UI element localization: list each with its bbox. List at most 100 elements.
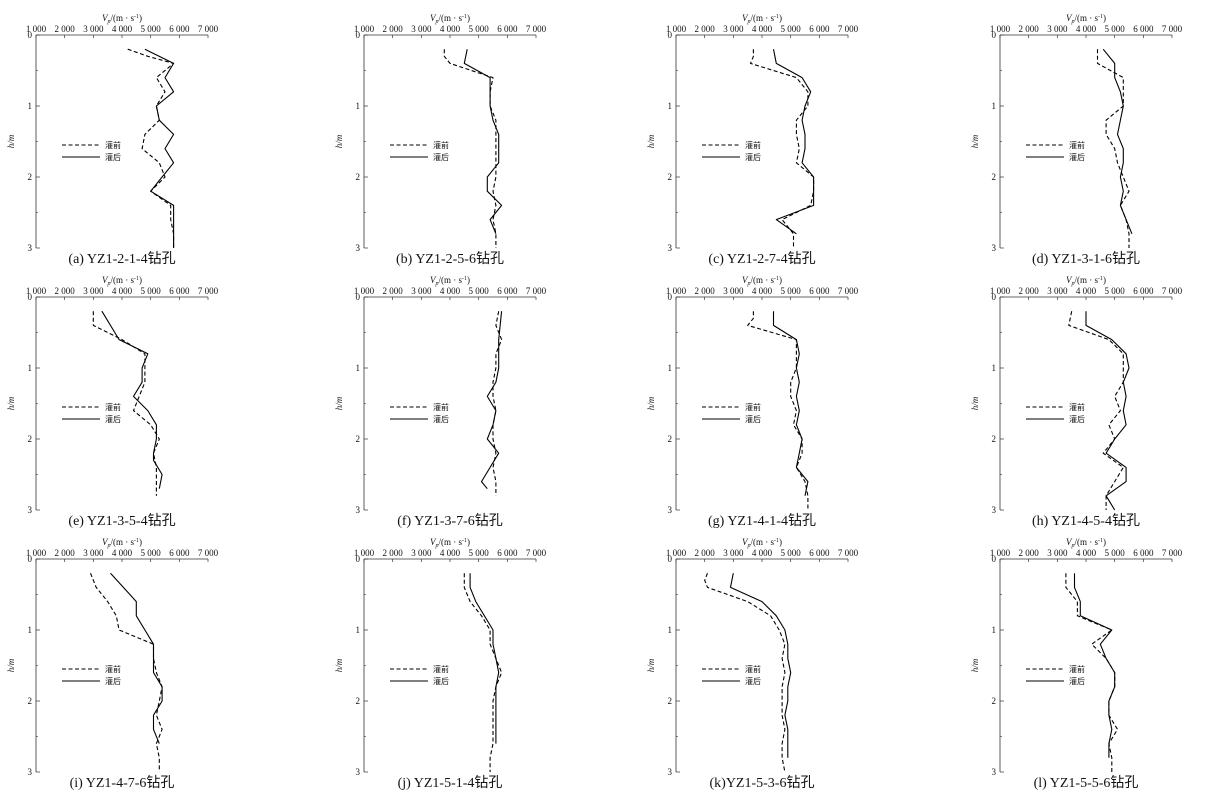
x-axis-title-unit: /(m · s <box>1075 275 1099 285</box>
legend-after-label: 灌后 <box>433 676 449 686</box>
y-axis-title: h/m <box>6 658 16 672</box>
x-axis-title-superscript: -1 <box>1098 276 1103 282</box>
x-tick-label: 5 000 <box>781 24 802 34</box>
y-tick-label: 0 <box>356 292 361 302</box>
x-tick-label: 4 000 <box>440 286 461 296</box>
x-tick-label: 3 000 <box>83 286 104 296</box>
x-tick-label: 3 000 <box>83 548 104 558</box>
y-tick-label: 1 <box>356 101 361 111</box>
y-axis-title: h/m <box>646 396 656 410</box>
y-tick-label: 1 <box>668 363 673 373</box>
x-axis-title-close: ) <box>467 275 470 285</box>
legend-before-label: 灌前 <box>105 664 121 674</box>
x-axis-title-symbol: V <box>1066 537 1073 547</box>
legend-after-label: 灌后 <box>433 414 449 424</box>
x-axis-title-symbol: V <box>430 13 437 23</box>
x-axis-title-subscript: p <box>747 281 751 287</box>
x-tick-label: 6 000 <box>1133 548 1154 558</box>
y-tick-label: 0 <box>356 30 361 40</box>
x-tick-label: 3 000 <box>1047 286 1068 296</box>
y-tick-label: 3 <box>356 243 361 253</box>
x-axis-title: Vp/(m · s-1) <box>102 537 142 549</box>
x-tick-label: 3 000 <box>83 24 104 34</box>
x-tick-label: 4 000 <box>440 548 461 558</box>
x-tick-label: 5 000 <box>141 24 162 34</box>
x-axis-title-unit: /(m · s <box>439 537 463 547</box>
x-axis-title-unit: /(m · s <box>111 275 135 285</box>
y-axis-title: h/m <box>970 658 980 672</box>
legend-before-label: 灌前 <box>1069 664 1085 674</box>
x-axis-title-superscript: -1 <box>134 538 139 544</box>
x-axis-title-close: ) <box>1103 13 1106 23</box>
subplot-j: Vp/(m · s-1) 1 000 2 000 3 000 4 000 5 000 6 0… <box>334 537 547 791</box>
x-axis-title-close: ) <box>1103 537 1106 547</box>
legend-after-label: 灌后 <box>433 152 449 162</box>
x-axis-title-symbol: V <box>102 13 109 23</box>
y-tick-label: 1 <box>992 625 997 635</box>
y-axis-title: h/m <box>334 396 344 410</box>
x-tick-label: 7 000 <box>838 24 859 34</box>
x-tick-label: 6 000 <box>497 286 518 296</box>
x-axis-title-unit: /(m · s <box>439 13 463 23</box>
y-tick-label: 2 <box>992 172 997 182</box>
y-tick-label: 1 <box>668 625 673 635</box>
x-tick-label: 2 000 <box>55 548 76 558</box>
x-tick-label: 6 000 <box>497 548 518 558</box>
x-tick-label: 7 000 <box>198 24 219 34</box>
x-axis-title: Vp/(m · s-1) <box>742 13 782 25</box>
y-tick-label: 1 <box>992 363 997 373</box>
series-after-line <box>480 311 503 490</box>
x-axis-title-symbol: V <box>742 275 749 285</box>
x-axis-title-symbol: V <box>102 275 109 285</box>
x-axis-title-subscript: p <box>1071 543 1075 549</box>
legend-before-label: 灌前 <box>433 664 449 674</box>
x-axis-title-unit: /(m · s <box>751 275 775 285</box>
x-axis-title-subscript: p <box>747 543 751 549</box>
series-before-line <box>704 572 786 773</box>
x-tick-label: 2 000 <box>695 24 716 34</box>
x-axis-title: Vp/(m · s-1) <box>1066 13 1106 25</box>
x-tick-label: 1 000 <box>990 24 1011 34</box>
x-tick-label: 7 000 <box>1162 286 1183 296</box>
x-tick-label: 3 000 <box>1047 24 1068 34</box>
x-tick-label: 1 000 <box>354 24 375 34</box>
subplot-caption: (i) YZ1-4-7-6钻孔 <box>70 775 175 791</box>
x-tick-label: 5 000 <box>469 548 490 558</box>
x-axis-title: Vp/(m · s-1) <box>430 275 470 287</box>
x-axis-title-superscript: -1 <box>1098 538 1103 544</box>
subplot-caption: (a) YZ1-2-1-4钻孔 <box>68 251 175 267</box>
subplot-g: Vp/(m · s-1) 1 000 2 000 3 000 4 000 5 000 6 0… <box>646 275 859 529</box>
y-tick-label: 1 <box>668 101 673 111</box>
x-tick-label: 7 000 <box>1162 24 1183 34</box>
subplot-caption: (b) YZ1-2-5-6钻孔 <box>396 251 504 267</box>
series-after-line <box>110 572 163 744</box>
series-after-line <box>469 573 500 744</box>
legend-after-label: 灌后 <box>745 676 761 686</box>
x-tick-label: 6 000 <box>1133 286 1154 296</box>
series-before-line <box>463 573 503 772</box>
x-axis-title-close: ) <box>779 275 782 285</box>
x-axis-title-superscript: -1 <box>774 276 779 282</box>
x-tick-label: 1 000 <box>666 548 687 558</box>
x-axis-title-subscript: p <box>1071 281 1075 287</box>
y-axis-title: h/m <box>6 134 16 148</box>
y-tick-label: 0 <box>992 292 997 302</box>
x-tick-label: 4 000 <box>112 286 133 296</box>
x-axis-title-close: ) <box>1103 275 1106 285</box>
series-before-line <box>492 311 503 496</box>
x-axis-title-unit: /(m · s <box>111 13 135 23</box>
y-tick-label: 0 <box>668 554 673 564</box>
subplot-caption: (j) YZ1-5-1-4钻孔 <box>398 775 503 791</box>
y-tick-label: 3 <box>668 505 673 515</box>
y-tick-label: 3 <box>28 505 33 515</box>
series-after-line <box>729 573 792 758</box>
x-tick-label: 7 000 <box>838 548 859 558</box>
subplot-b: Vp/(m · s-1) 1 000 2 000 3 000 4 000 5 000 6 0… <box>334 13 547 267</box>
x-tick-label: 7 000 <box>526 548 547 558</box>
x-tick-label: 1 000 <box>26 24 47 34</box>
series-after-line <box>1073 573 1116 758</box>
y-axis-title: h/m <box>334 658 344 672</box>
x-tick-label: 3 000 <box>723 286 744 296</box>
x-tick-label: 5 000 <box>141 286 162 296</box>
